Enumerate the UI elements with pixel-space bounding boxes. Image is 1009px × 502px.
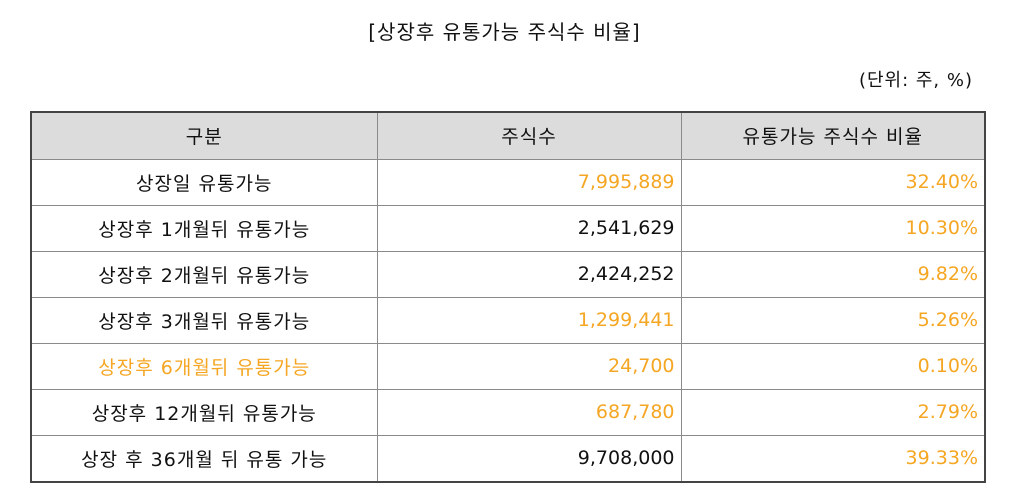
row-shares: 1,299,441 (376, 296, 682, 344)
row-shares: 9,708,000 (376, 434, 682, 483)
table-row: 상장일 유통가능 7,995,889 32.40% (30, 158, 986, 206)
table-row: 상장후 1개월뒤 유통가능 2,541,629 10.30% (30, 204, 986, 252)
row-label: 상장후 3개월뒤 유통가능 (30, 296, 378, 344)
row-ratio: 9.82% (680, 250, 986, 298)
row-shares: 2,424,252 (376, 250, 682, 298)
row-ratio: 0.10% (680, 342, 986, 390)
row-label: 상장후 1개월뒤 유통가능 (30, 204, 378, 252)
row-label: 상장후 12개월뒤 유통가능 (30, 388, 378, 436)
row-shares: 7,995,889 (376, 158, 682, 206)
row-label: 상장 후 36개월 뒤 유통 가능 (30, 434, 378, 483)
unit-note: (단위: 주, %) (858, 70, 973, 91)
header-category: 구분 (30, 111, 378, 160)
page-title: [상장후 유통가능 주식수 비율] (368, 20, 641, 44)
row-ratio: 5.26% (680, 296, 986, 344)
row-shares: 24,700 (376, 342, 682, 390)
row-ratio: 32.40% (680, 158, 986, 206)
row-label: 상장일 유통가능 (30, 158, 378, 206)
table-row: 상장후 12개월뒤 유통가능 687,780 2.79% (30, 388, 986, 436)
table-row: 상장 후 36개월 뒤 유통 가능 9,708,000 39.33% (30, 434, 986, 483)
header-ratio: 유통가능 주식수 비율 (680, 111, 986, 160)
row-shares: 2,541,629 (376, 204, 682, 252)
table-header-row: 구분 주식수 유통가능 주식수 비율 (30, 111, 986, 160)
row-label: 상장후 2개월뒤 유통가능 (30, 250, 378, 298)
row-shares: 687,780 (376, 388, 682, 436)
share-ratio-table: 구분 주식수 유통가능 주식수 비율 상장일 유통가능 7,995,889 32… (30, 111, 986, 483)
table-row: 상장후 6개월뒤 유통가능 24,700 0.10% (30, 342, 986, 390)
table-row: 상장후 3개월뒤 유통가능 1,299,441 5.26% (30, 296, 986, 344)
row-ratio: 39.33% (680, 434, 986, 483)
row-ratio: 10.30% (680, 204, 986, 252)
header-shares: 주식수 (376, 111, 682, 160)
row-label: 상장후 6개월뒤 유통가능 (30, 342, 378, 390)
table-row: 상장후 2개월뒤 유통가능 2,424,252 9.82% (30, 250, 986, 298)
row-ratio: 2.79% (680, 388, 986, 436)
